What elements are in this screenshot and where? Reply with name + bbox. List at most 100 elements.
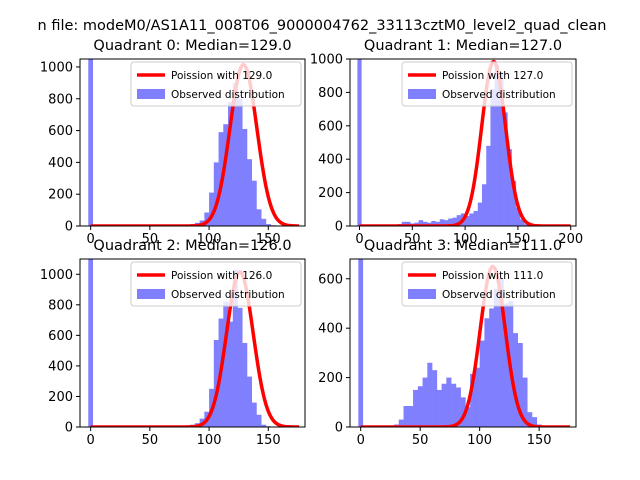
histogram-bar (408, 406, 414, 427)
histogram-bar (515, 207, 521, 226)
quadrant-2-chart: 0 50 100 150 0 200 400 600 800 1000 Quadrant 2: Me… (40, 238, 306, 448)
axes-frame (79, 58, 306, 227)
legend-hist-swatch (408, 289, 436, 299)
histogram-bar (446, 377, 452, 427)
y-tick-label: 200 (318, 371, 343, 386)
legend-line-label: Poission with 129.0 (171, 70, 272, 82)
legend-box (130, 261, 302, 307)
histogram-bar-zero (358, 259, 364, 427)
y-tick-label: 200 (48, 390, 73, 405)
y-tick-label: 800 (48, 298, 73, 313)
chart-title: Quadrant 0: Median=129.0 (93, 38, 291, 54)
x-tick-label: 150 (527, 433, 552, 448)
legend-line-label: Poission with 127.0 (442, 70, 543, 82)
histogram-bar (443, 220, 449, 226)
histogram-bar (432, 370, 438, 427)
y-tick-label: 1000 (40, 60, 73, 75)
x-tick-label: 150 (256, 433, 281, 448)
histogram-bar (232, 82, 238, 226)
histogram-bar (473, 210, 479, 226)
histogram-bar (237, 307, 243, 427)
x-tick-label: 0 (87, 232, 95, 247)
histogram-bar (422, 221, 428, 226)
x-tick-label: 0 (87, 433, 95, 448)
histogram-bar (228, 321, 234, 427)
y-tick-label: 0 (65, 421, 73, 436)
quadrant-3-chart: 0 50 100 150 0 200 400 600 Quadrant 3: Median=11… (318, 238, 577, 448)
histogram-bar (256, 414, 262, 427)
histogram-bar (246, 376, 253, 427)
y-tick-label: 400 (48, 156, 73, 171)
histogram-bar (436, 389, 442, 427)
legend-line-label: Poission with 111.0 (442, 270, 543, 282)
histogram-bar (439, 219, 445, 226)
y-tick-label: 200 (48, 188, 73, 203)
histogram-bar (246, 159, 253, 226)
histogram-bar (456, 215, 462, 226)
histogram-bar (251, 180, 257, 226)
histogram-bar (228, 101, 234, 226)
x-tick-label: 100 (453, 232, 478, 247)
histogram-bar (213, 162, 219, 226)
histogram-bar (522, 377, 528, 427)
axes-frame (349, 58, 577, 227)
legend: Poission with 129.0 Observed distribution (130, 61, 302, 107)
y-tick-label: 0 (335, 220, 343, 235)
x-tick-label: 50 (412, 433, 429, 448)
histogram-bar (403, 406, 409, 427)
legend-hist-label: Observed distribution (442, 89, 556, 101)
histogram-bar (427, 362, 433, 427)
x-tick-label: 0 (357, 433, 365, 448)
x-tick-label: 50 (404, 232, 421, 247)
histogram-bar (398, 419, 404, 427)
chart-title: Quadrant 2: Median=126.0 (93, 238, 291, 254)
histogram-bar (460, 397, 466, 427)
y-tick-label: 800 (48, 92, 73, 107)
x-tick-label: 100 (467, 433, 492, 448)
x-tick-label: 50 (142, 433, 159, 448)
legend-hist-swatch (137, 89, 165, 99)
histogram-bar (482, 184, 487, 226)
poisson-fit-line (360, 264, 571, 427)
histogram-bar (531, 417, 538, 427)
histogram-bar (469, 213, 474, 226)
quadrant-0-chart: 0 50 100 150 0 200 400 600 800 1000 Quadrant 0: Me… (40, 38, 306, 247)
histogram-bar (503, 303, 509, 427)
legend-hist-label: Observed distribution (171, 89, 285, 101)
histogram-bar (507, 149, 512, 226)
histogram-bar (223, 124, 229, 226)
legend-line-label: Poission with 126.0 (171, 270, 272, 282)
histogram-bar (465, 407, 471, 427)
histogram-bar (209, 192, 215, 226)
chart-title: Quadrant 3: Median=111.0 (364, 238, 562, 254)
y-tick-label: 0 (65, 220, 73, 235)
y-tick-label: 400 (48, 359, 73, 374)
y-tick-label: 400 (318, 153, 343, 168)
histogram-bar (452, 217, 457, 226)
y-tick-label: 600 (318, 119, 343, 134)
histogram-bar (474, 367, 480, 427)
histogram-bar (242, 128, 248, 226)
y-tick-label: 0 (335, 421, 343, 436)
histogram-bar (242, 343, 248, 427)
legend-hist-swatch (408, 89, 436, 99)
chart-title: Quadrant 1: Median=127.0 (364, 38, 562, 54)
histogram-bar (413, 389, 419, 427)
histogram-bar (489, 308, 495, 427)
legend-hist-label: Observed distribution (442, 289, 556, 301)
axes-frame (79, 258, 306, 428)
legend-box (401, 61, 573, 107)
x-tick-label: 150 (256, 232, 281, 247)
y-tick-label: 800 (318, 86, 343, 101)
histogram-bar (261, 218, 267, 226)
histogram-bar (204, 212, 210, 226)
legend: Poission with 126.0 Observed distribution (130, 261, 302, 307)
histogram-bar (465, 215, 470, 226)
x-tick-label: 50 (142, 232, 159, 247)
histogram-bar (265, 224, 271, 226)
histogram-bar (503, 112, 508, 226)
histogram-bar (435, 221, 441, 226)
histogram-bar (223, 301, 229, 427)
x-tick-label: 100 (197, 232, 222, 247)
